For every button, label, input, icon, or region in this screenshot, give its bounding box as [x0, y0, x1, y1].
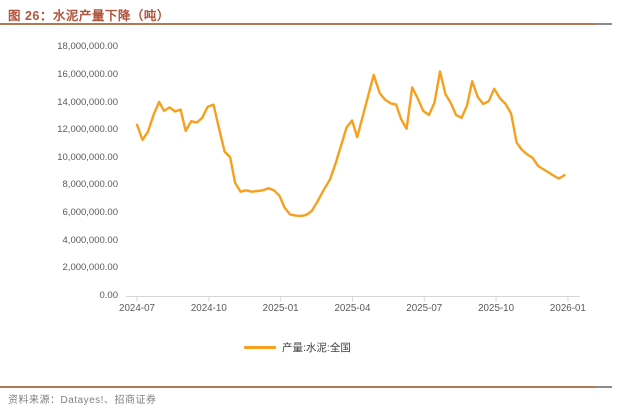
- legend-line-swatch: [244, 346, 276, 349]
- chart-legend: 产量:水泥:全国: [244, 340, 351, 355]
- y-tick-label: 14,000,000.00: [57, 96, 118, 108]
- title-rule-end-cap: [596, 23, 612, 25]
- y-tick-label: 8,000,000.00: [62, 179, 118, 191]
- x-tick-label: 2024-07: [119, 303, 155, 314]
- x-tick-label: 2025-10: [478, 303, 515, 314]
- production-line-series: [135, 70, 566, 218]
- chart-title: 图 26：水泥产量下降（吨）: [8, 9, 170, 23]
- footer-rule: [0, 386, 596, 388]
- x-tick-label: 2026-01: [549, 303, 586, 314]
- y-tick-label: 10,000,000.00: [57, 151, 118, 163]
- x-tick-label: 2025-01: [262, 303, 299, 314]
- y-tick-label: 16,000,000.00: [57, 68, 118, 80]
- y-tick-label: 2,000,000.00: [62, 262, 118, 274]
- y-tick-label: 18,000,000.00: [57, 41, 118, 53]
- y-tick-label: 6,000,000.00: [62, 207, 118, 219]
- x-tick-label: 2024-10: [190, 303, 227, 314]
- x-axis: [126, 296, 580, 302]
- legend-series-label: 产量:水泥:全国: [282, 342, 351, 354]
- y-tick-label: 0.00: [99, 290, 119, 301]
- y-tick-label: 12,000,000.00: [57, 124, 118, 136]
- data-source-note: 资料来源：Datayes!、招商证券: [8, 395, 157, 406]
- x-tick-label: 2025-04: [334, 303, 371, 314]
- footer-rule-end-cap: [596, 386, 612, 388]
- x-tick-label: 2025-07: [406, 303, 443, 314]
- title-rule: [0, 23, 596, 25]
- y-tick-label: 4,000,000.00: [62, 234, 118, 246]
